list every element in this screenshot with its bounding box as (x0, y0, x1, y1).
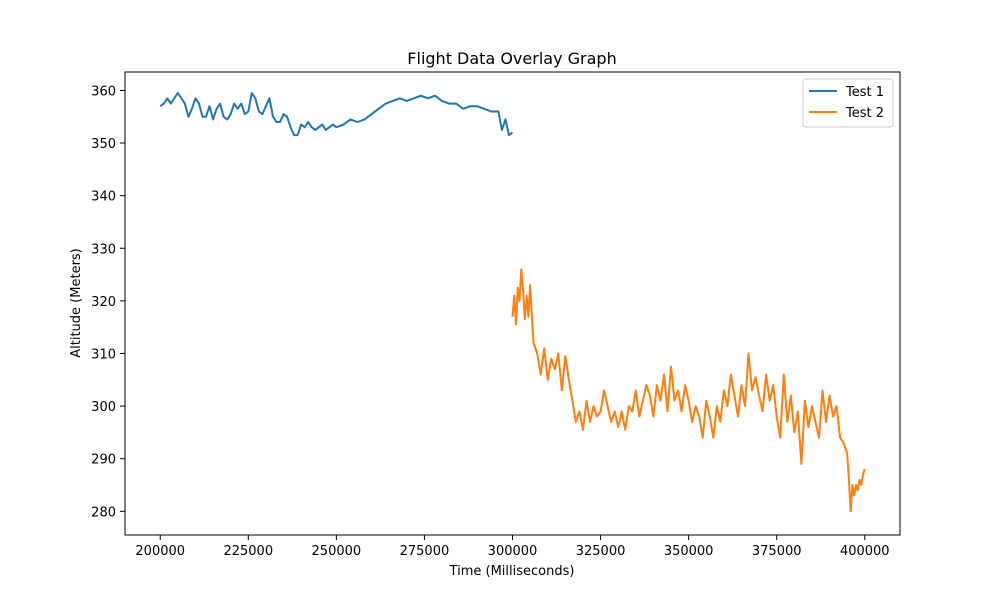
x-tick-label: 375000 (752, 544, 802, 559)
x-axis-label: Time (Milliseconds) (449, 564, 575, 579)
series-layer (159, 92, 866, 513)
x-tick-label: 275000 (400, 544, 450, 559)
y-tick-label: 300 (91, 400, 116, 415)
legend: Test 1 Test 2 (802, 78, 894, 128)
x-axis-ticks: 200000 225000 250000 275000 300000 325000 3500… (135, 535, 890, 559)
y-tick-label: 360 (91, 84, 116, 99)
chart-title: Flight Data Overlay Graph (407, 49, 616, 68)
y-tick-label: 290 (91, 453, 116, 468)
y-tick-label: 350 (91, 137, 116, 152)
legend-label-test-2: Test 2 (845, 106, 884, 121)
y-axis-ticks: 280 290 300 310 320 330 340 350 360 (91, 84, 125, 520)
series-line-test-2 (511, 268, 866, 513)
x-tick-label: 350000 (664, 544, 714, 559)
x-tick-label: 325000 (576, 544, 626, 559)
y-tick-label: 320 (91, 295, 116, 310)
y-tick-label: 340 (91, 190, 116, 205)
x-tick-label: 225000 (223, 544, 273, 559)
series-line-test-1 (159, 92, 514, 137)
y-axis-label: Altitude (Meters) (69, 248, 84, 358)
x-tick-label: 200000 (135, 544, 185, 559)
x-tick-label: 400000 (840, 544, 890, 559)
y-tick-label: 280 (91, 505, 116, 520)
y-tick-label: 310 (91, 347, 116, 362)
x-tick-label: 300000 (488, 544, 538, 559)
x-tick-label: 250000 (312, 544, 362, 559)
y-tick-label: 330 (91, 242, 116, 257)
legend-label-test-1: Test 1 (845, 85, 884, 100)
